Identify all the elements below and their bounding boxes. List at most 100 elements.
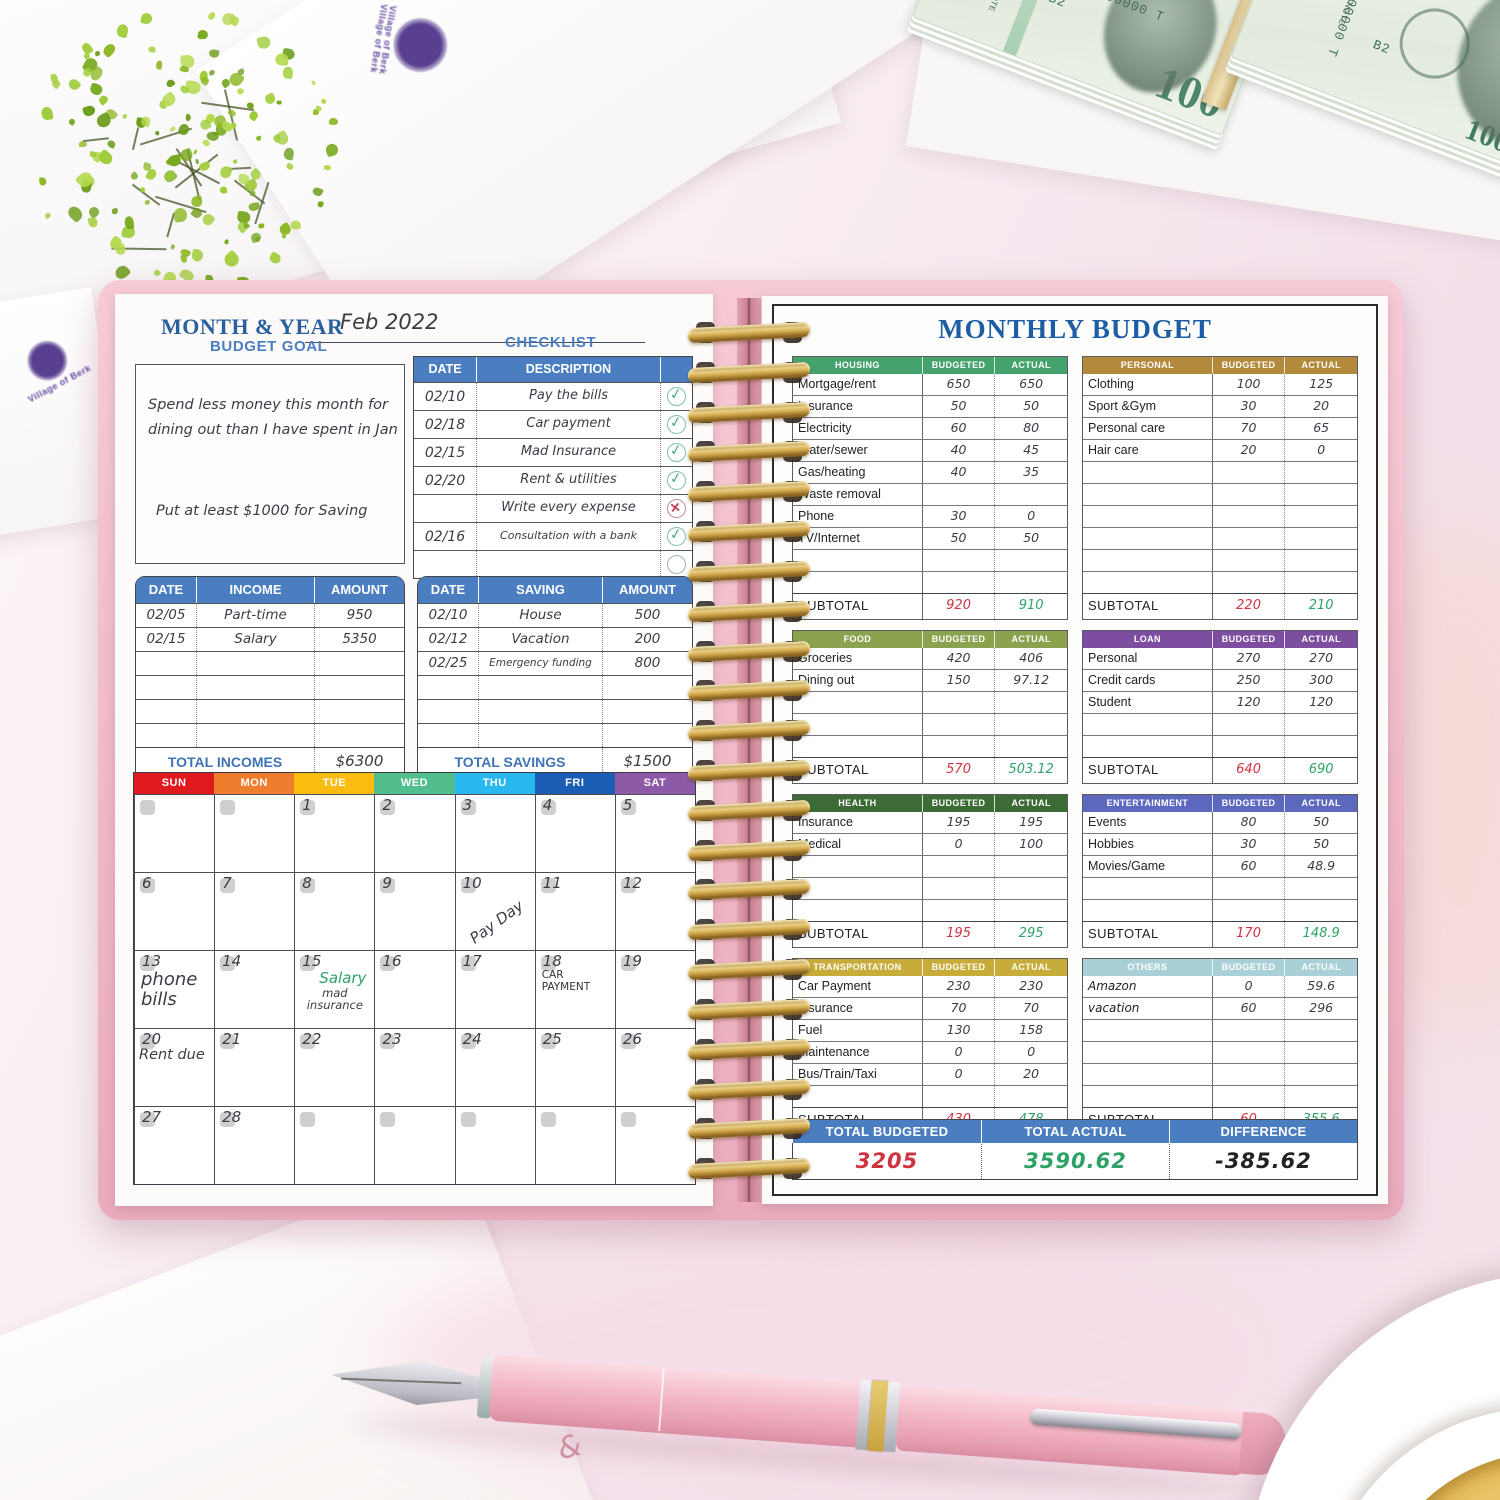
saving-row[interactable]: [418, 675, 692, 699]
budget-row[interactable]: Movies/Game 60 48.9: [1083, 855, 1357, 877]
calendar-day-cell[interactable]: 14: [214, 950, 295, 1028]
checklist-status[interactable]: [660, 495, 692, 522]
calendar-day-cell[interactable]: 13 phone bills: [134, 950, 215, 1028]
calendar-day-cell[interactable]: [534, 1106, 615, 1184]
calendar-day-cell[interactable]: 17: [454, 950, 535, 1028]
checkbox-icon[interactable]: [665, 441, 688, 464]
budget-row[interactable]: [793, 735, 1067, 757]
budget-row[interactable]: [1083, 1063, 1357, 1085]
calendar-day-cell[interactable]: 18 CAR PAYMENT: [534, 950, 615, 1028]
calendar-day-cell[interactable]: 16: [374, 950, 455, 1028]
budget-row[interactable]: Gas/heating 40 35: [793, 461, 1067, 483]
budget-row[interactable]: vacation 60 296: [1083, 997, 1357, 1019]
checklist-row[interactable]: 02/15 Mad Insurance: [414, 438, 692, 466]
budget-row[interactable]: [1083, 571, 1357, 593]
calendar-day-cell[interactable]: 5: [614, 794, 695, 872]
budget-row[interactable]: Insurance 70 70: [793, 997, 1067, 1019]
budget-row[interactable]: [1083, 527, 1357, 549]
calendar-day-cell[interactable]: [374, 1106, 455, 1184]
budget-row[interactable]: TV/Internet 50 50: [793, 527, 1067, 549]
checkbox-icon[interactable]: [665, 497, 688, 520]
checkbox-icon[interactable]: [665, 469, 688, 492]
calendar-day-cell[interactable]: 8: [294, 872, 375, 950]
calendar-day-cell[interactable]: 1: [294, 794, 375, 872]
checklist-status[interactable]: [660, 467, 692, 494]
calendar-day-cell[interactable]: 15 Salary mad insurance: [294, 950, 375, 1028]
budget-row[interactable]: Insurance 50 50: [793, 395, 1067, 417]
budget-row[interactable]: Sport &Gym 30 20: [1083, 395, 1357, 417]
budget-row[interactable]: [793, 877, 1067, 899]
budget-row[interactable]: [1083, 735, 1357, 757]
budget-row[interactable]: Car Payment 230 230: [793, 976, 1067, 997]
calendar-day-cell[interactable]: 19: [614, 950, 695, 1028]
budget-row[interactable]: [1083, 899, 1357, 921]
budget-row[interactable]: Amazon 0 59.6: [1083, 976, 1357, 997]
saving-row[interactable]: 02/12 Vacation 200: [418, 627, 692, 651]
budget-row[interactable]: [793, 855, 1067, 877]
checklist-row[interactable]: 02/10 Pay the bills: [414, 382, 692, 410]
calendar-day-cell[interactable]: 3: [454, 794, 535, 872]
checklist-row[interactable]: 02/18 Car payment: [414, 410, 692, 438]
budget-row[interactable]: [1083, 1041, 1357, 1063]
checkbox-icon[interactable]: [665, 413, 688, 436]
saving-row[interactable]: [418, 699, 692, 723]
budget-row[interactable]: Medical 0 100: [793, 833, 1067, 855]
budget-row[interactable]: Insurance 195 195: [793, 812, 1067, 833]
budget-row[interactable]: [1083, 1019, 1357, 1041]
budget-row[interactable]: Events 80 50: [1083, 812, 1357, 833]
budget-row[interactable]: Maintenance 0 0: [793, 1041, 1067, 1063]
calendar-day-cell[interactable]: 11: [534, 872, 615, 950]
checkbox-icon[interactable]: [665, 525, 688, 548]
budget-row[interactable]: [793, 571, 1067, 593]
calendar-day-cell[interactable]: 4: [534, 794, 615, 872]
calendar-day-cell[interactable]: 21: [214, 1028, 295, 1106]
checklist-status[interactable]: [660, 383, 692, 410]
budget-row[interactable]: [1083, 483, 1357, 505]
saving-row[interactable]: [418, 723, 692, 747]
budget-row[interactable]: [1083, 505, 1357, 527]
checklist-status[interactable]: [660, 439, 692, 466]
budget-goal-box[interactable]: Spend less money this month for dining o…: [135, 364, 405, 564]
calendar-day-cell[interactable]: 2: [374, 794, 455, 872]
budget-row[interactable]: Credit cards 250 300: [1083, 669, 1357, 691]
calendar-day-cell[interactable]: 24: [454, 1028, 535, 1106]
checkbox-icon[interactable]: [665, 553, 688, 576]
budget-row[interactable]: Hobbies 30 50: [1083, 833, 1357, 855]
budget-row[interactable]: [793, 899, 1067, 921]
calendar-day-cell[interactable]: 22: [294, 1028, 375, 1106]
calendar-day-cell[interactable]: [454, 1106, 535, 1184]
budget-row[interactable]: [1083, 1085, 1357, 1107]
checklist-row[interactable]: 02/16 Consultation with a bank: [414, 522, 692, 550]
saving-row[interactable]: 02/10 House 500: [418, 603, 692, 627]
calendar-day-cell[interactable]: 20 Rent due: [134, 1028, 215, 1106]
calendar-day-cell[interactable]: 27: [134, 1106, 215, 1184]
budget-row[interactable]: Electricity 60 80: [793, 417, 1067, 439]
checklist-status[interactable]: [660, 411, 692, 438]
calendar-day-cell[interactable]: 10 Pay Day: [454, 872, 535, 950]
budget-row[interactable]: Phone 30 0: [793, 505, 1067, 527]
calendar-day-cell[interactable]: 23: [374, 1028, 455, 1106]
budget-row[interactable]: Groceries 420 406: [793, 648, 1067, 669]
checklist-status[interactable]: [660, 551, 692, 578]
budget-row[interactable]: [793, 713, 1067, 735]
calendar-day-cell[interactable]: [134, 794, 215, 872]
saving-row[interactable]: 02/25 Emergency funding 800: [418, 651, 692, 675]
budget-row[interactable]: Personal 270 270: [1083, 648, 1357, 669]
budget-row[interactable]: Personal care 70 65: [1083, 417, 1357, 439]
budget-row[interactable]: Clothing 100 125: [1083, 374, 1357, 395]
checkbox-icon[interactable]: [665, 385, 688, 408]
calendar-day-cell[interactable]: [614, 1106, 695, 1184]
checklist-row[interactable]: Write every expense: [414, 494, 692, 522]
budget-row[interactable]: Student 120 120: [1083, 691, 1357, 713]
calendar-day-cell[interactable]: 7: [214, 872, 295, 950]
budget-row[interactable]: [793, 691, 1067, 713]
budget-row[interactable]: [1083, 461, 1357, 483]
budget-row[interactable]: Waste removal: [793, 483, 1067, 505]
calendar-day-cell[interactable]: 28: [214, 1106, 295, 1184]
calendar-day-cell[interactable]: 6: [134, 872, 215, 950]
budget-row[interactable]: Bus/Train/Taxi 0 20: [793, 1063, 1067, 1085]
calendar-day-cell[interactable]: [214, 794, 295, 872]
calendar-day-cell[interactable]: 12: [614, 872, 695, 950]
checklist-row[interactable]: [414, 550, 692, 578]
budget-row[interactable]: Fuel 130 158: [793, 1019, 1067, 1041]
